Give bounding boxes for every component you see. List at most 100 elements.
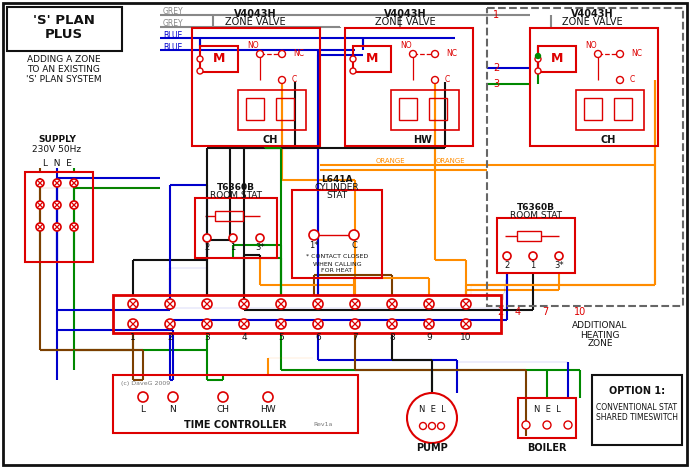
Circle shape: [256, 234, 264, 242]
Bar: [517, 231, 541, 241]
Text: M: M: [213, 52, 225, 66]
Circle shape: [36, 201, 44, 209]
Text: 1: 1: [493, 10, 499, 20]
Text: ZONE VALVE: ZONE VALVE: [225, 17, 285, 27]
Text: NO: NO: [247, 41, 259, 50]
Circle shape: [202, 299, 212, 309]
Bar: [345, 28, 473, 146]
Text: PLUS: PLUS: [45, 28, 83, 41]
Circle shape: [257, 51, 264, 58]
Circle shape: [279, 51, 286, 58]
Text: CH: CH: [217, 405, 230, 415]
Circle shape: [535, 68, 541, 74]
Circle shape: [36, 223, 44, 231]
Circle shape: [431, 51, 439, 58]
Bar: [353, 46, 391, 72]
Circle shape: [203, 234, 211, 242]
Circle shape: [387, 319, 397, 329]
Circle shape: [535, 56, 541, 62]
Text: L641A: L641A: [321, 176, 353, 184]
Text: V4043H: V4043H: [234, 9, 276, 19]
Text: ZONE VALVE: ZONE VALVE: [562, 17, 622, 27]
Bar: [592, 375, 682, 445]
Circle shape: [349, 230, 359, 240]
Text: 1*: 1*: [309, 241, 319, 250]
Text: CH: CH: [262, 135, 277, 145]
Circle shape: [70, 179, 78, 187]
Circle shape: [616, 51, 624, 58]
Circle shape: [437, 423, 444, 430]
Circle shape: [276, 299, 286, 309]
Bar: [584, 98, 602, 120]
Text: FOR HEAT: FOR HEAT: [322, 269, 353, 273]
Text: 8: 8: [389, 334, 395, 343]
Circle shape: [165, 319, 175, 329]
Text: BOILER: BOILER: [527, 443, 566, 453]
Circle shape: [53, 223, 61, 231]
Text: C: C: [351, 241, 357, 250]
Circle shape: [522, 421, 530, 429]
Text: 1: 1: [130, 334, 136, 343]
Bar: [215, 211, 243, 221]
Text: 1: 1: [230, 243, 235, 253]
Text: STAT: STAT: [326, 191, 348, 200]
Text: WHEN CALLING: WHEN CALLING: [313, 262, 362, 266]
Text: CYLINDER: CYLINDER: [315, 183, 359, 192]
Circle shape: [36, 179, 44, 187]
Circle shape: [503, 252, 511, 260]
Text: 1: 1: [531, 262, 535, 271]
Bar: [576, 90, 644, 130]
Text: 3*: 3*: [554, 262, 564, 271]
Circle shape: [239, 299, 249, 309]
Text: 'S' PLAN: 'S' PLAN: [33, 14, 95, 27]
Text: 6: 6: [315, 334, 321, 343]
Text: C: C: [292, 75, 297, 85]
Text: ROOM STAT: ROOM STAT: [510, 212, 562, 220]
Text: HW: HW: [260, 405, 276, 415]
Bar: [192, 28, 320, 146]
Circle shape: [128, 319, 138, 329]
Text: L: L: [141, 405, 146, 415]
Bar: [246, 98, 264, 120]
Text: PUMP: PUMP: [416, 443, 448, 453]
Bar: [487, 8, 683, 306]
Circle shape: [202, 319, 212, 329]
Circle shape: [543, 421, 551, 429]
Bar: [200, 46, 238, 72]
Bar: [530, 28, 658, 146]
Text: GREY: GREY: [163, 7, 184, 16]
Circle shape: [535, 53, 540, 58]
Text: 2: 2: [493, 63, 500, 73]
Text: N  E  L: N E L: [533, 405, 560, 415]
Bar: [538, 46, 576, 72]
Text: ADDING A ZONE: ADDING A ZONE: [27, 56, 101, 65]
Circle shape: [420, 423, 426, 430]
Circle shape: [276, 319, 286, 329]
Text: N: N: [170, 405, 177, 415]
Bar: [518, 398, 576, 438]
Text: CONVENTIONAL STAT: CONVENTIONAL STAT: [596, 402, 678, 411]
Text: 4: 4: [515, 307, 521, 317]
Text: NC: NC: [293, 50, 304, 58]
Text: 2: 2: [504, 262, 510, 271]
Circle shape: [218, 392, 228, 402]
Circle shape: [197, 56, 203, 62]
Circle shape: [313, 299, 323, 309]
Text: V4043H: V4043H: [384, 9, 426, 19]
Text: CH: CH: [600, 135, 615, 145]
Circle shape: [616, 76, 624, 83]
Text: C: C: [445, 75, 451, 85]
Text: BLUE: BLUE: [163, 31, 182, 41]
Circle shape: [350, 56, 356, 62]
Text: NC: NC: [446, 50, 457, 58]
Text: ORANGE: ORANGE: [435, 158, 465, 164]
Circle shape: [428, 423, 435, 430]
Text: 3*: 3*: [255, 243, 265, 253]
Circle shape: [263, 392, 273, 402]
Circle shape: [350, 299, 360, 309]
Text: Rev1a: Rev1a: [314, 423, 333, 427]
Text: 4: 4: [241, 334, 247, 343]
Circle shape: [431, 76, 439, 83]
Text: M: M: [366, 52, 378, 66]
Text: ZONE VALVE: ZONE VALVE: [375, 17, 435, 27]
